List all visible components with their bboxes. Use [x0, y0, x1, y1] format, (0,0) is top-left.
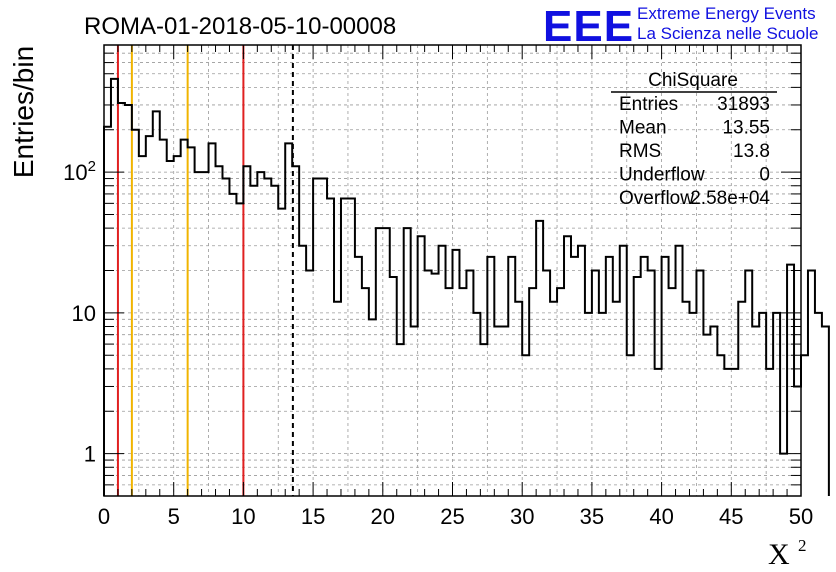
stats-rows: Entries 31893 Mean 13.55 RMS 13.8 Underflow 0 Ov… — [619, 94, 770, 209]
x-tick-label: 10 — [231, 504, 255, 529]
stats-row-value: 13.55 — [722, 118, 770, 139]
x-tick-label: 0 — [98, 504, 110, 529]
marker-lines — [116, 45, 294, 496]
stats-row-label: Overflow — [619, 188, 694, 209]
y-tick-label: 10 — [72, 301, 96, 326]
eee-logo-mark: EEE — [543, 2, 634, 51]
y-tick-label: 1 — [84, 442, 96, 467]
stats-row-value: 2.58e+04 — [690, 188, 770, 209]
x-tick-label: 25 — [440, 504, 464, 529]
y-tick-label: 102 — [63, 158, 96, 185]
stats-row-label: RMS — [619, 141, 661, 162]
stats-row-label: Entries — [619, 94, 678, 115]
stats-row-value: 31893 — [717, 94, 770, 115]
stats-row-value: 13.8 — [733, 141, 770, 162]
eee-logo-line2: La Scienza nelle Scuole — [637, 24, 818, 43]
x-tick-label: 30 — [510, 504, 534, 529]
y-tick-labels: 1 10 102 — [63, 158, 96, 467]
stats-row-value: 0 — [759, 165, 770, 186]
x-tick-label: 35 — [580, 504, 604, 529]
x-tick-labels: 0 5 10 15 20 25 30 35 40 45 50 — [98, 504, 813, 529]
x-axis-label-superscript: 2 — [798, 536, 807, 555]
stats-box: ChiSquare Entries 31893 Mean 13.55 RMS 13.8 Un… — [611, 70, 777, 209]
histogram-bins — [103, 77, 830, 496]
stats-row-label: Underflow — [619, 165, 705, 186]
chart-title: ROMA-01-2018-05-10-00008 — [84, 13, 396, 40]
histogram-line — [103, 77, 830, 496]
x-axis-label: X 2 — [768, 536, 807, 571]
x-tick-label: 15 — [301, 504, 325, 529]
x-tick-label: 45 — [719, 504, 743, 529]
eee-logo-line1: Extreme Energy Events — [637, 4, 816, 23]
stats-row-label: Mean — [619, 118, 667, 139]
x-tick-label: 40 — [649, 504, 673, 529]
y-axis-label: Entries/bin — [8, 46, 39, 178]
x-tick-label: 20 — [371, 504, 395, 529]
x-tick-label: 50 — [789, 504, 813, 529]
stats-title: ChiSquare — [648, 70, 738, 91]
axis-ticks — [103, 45, 802, 496]
x-axis-label-base: X — [768, 538, 790, 571]
eee-logo: EEE Extreme Energy Events La Scienza nel… — [543, 2, 818, 51]
x-tick-label: 5 — [168, 504, 180, 529]
